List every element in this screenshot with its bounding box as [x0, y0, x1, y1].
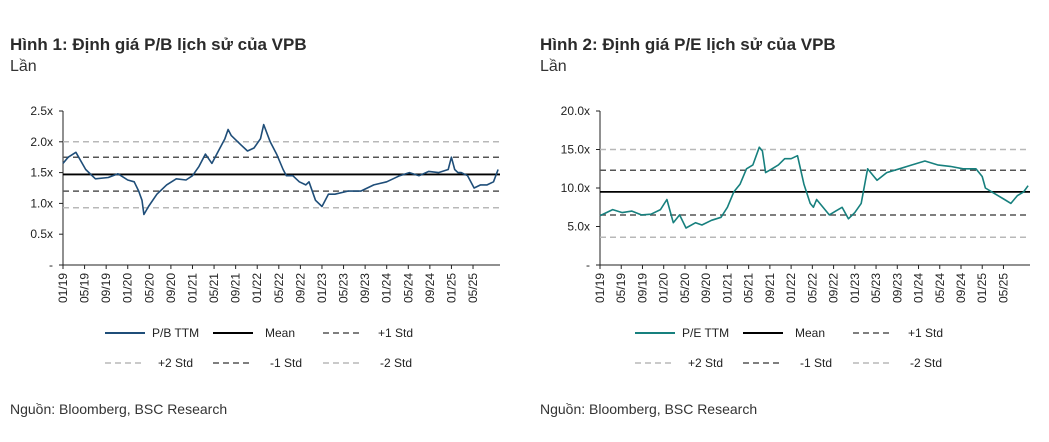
y-tick-label: 2.5x	[30, 104, 53, 118]
x-tick-label: 05/22	[805, 273, 819, 303]
y-tick-label: 0.5x	[30, 227, 53, 241]
x-tick-label: 05/25	[466, 273, 480, 303]
chart-source: Nguồn: Bloomberg, BSC Research	[540, 401, 758, 417]
x-tick-label: 09/19	[99, 273, 113, 303]
y-tick-label: -	[586, 258, 590, 272]
y-tick-label: 2.0x	[30, 135, 53, 149]
x-tick-label: 01/20	[121, 273, 135, 303]
x-tick-label: 05/19	[78, 273, 92, 303]
legend-label: +2 Std	[688, 356, 723, 370]
x-tick-label: 01/19	[593, 273, 607, 303]
chart-subtitle: Lần	[10, 58, 37, 75]
x-tick-label: 01/20	[657, 273, 671, 303]
x-tick-label: 09/20	[699, 273, 713, 303]
pb-chart-panel: Hình 1: Định giá P/B lịch sử của VPB Lần…	[0, 0, 520, 442]
legend-label: -1 Std	[800, 356, 832, 370]
x-tick-label: 01/25	[975, 273, 989, 303]
x-tick-label: 05/19	[614, 273, 628, 303]
x-tick-label: 09/24	[954, 273, 968, 303]
x-tick-label: 05/23	[337, 273, 351, 303]
x-tick-label: 09/21	[229, 273, 243, 303]
y-tick-label: 15.0x	[561, 143, 590, 157]
x-tick-label: 05/22	[272, 273, 286, 303]
legend-label: Mean	[795, 326, 825, 340]
x-tick-label: 09/24	[423, 273, 437, 303]
chart-title: Hình 1: Định giá P/B lịch sử của VPB	[10, 35, 307, 54]
x-tick-label: 01/25	[444, 273, 458, 303]
y-tick-label: 20.0x	[561, 104, 590, 118]
y-tick-label: -	[49, 258, 53, 272]
y-tick-label: 5.0x	[567, 220, 590, 234]
x-tick-label: 01/21	[720, 273, 734, 303]
pe-chart-panel: Hình 2: Định giá P/E lịch sử của VPB Lần…	[530, 0, 1049, 442]
x-tick-label: 09/23	[890, 273, 904, 303]
legend-label: P/E TTM	[682, 326, 729, 340]
x-tick-label: 05/25	[996, 273, 1010, 303]
x-tick-label: 09/21	[763, 273, 777, 303]
series-line-main	[599, 146, 1029, 229]
legend-label: +1 Std	[908, 326, 943, 340]
legend-label: Mean	[265, 326, 295, 340]
x-tick-label: 05/23	[869, 273, 883, 303]
x-tick-label: 09/20	[164, 273, 178, 303]
y-tick-label: 1.0x	[30, 196, 53, 210]
x-tick-label: 09/22	[293, 273, 307, 303]
pb-chart-svg: - 0.5x 1.0x 1.5x 2.0x 2.5x 01/19 05/19 09/19 01/2…	[30, 104, 500, 370]
x-tick-label: 05/21	[742, 273, 756, 303]
x-tick-label: 01/22	[250, 273, 264, 303]
series-line-main	[62, 123, 499, 216]
legend-label: +2 Std	[158, 356, 193, 370]
x-tick-label: 09/23	[358, 273, 372, 303]
chart-title: Hình 2: Định giá P/E lịch sử của VPB	[540, 35, 836, 54]
legend-label: -1 Std	[270, 356, 302, 370]
x-tick-label: 09/19	[635, 273, 649, 303]
y-tick-label: 10.0x	[561, 181, 590, 195]
x-tick-label: 09/22	[827, 273, 841, 303]
x-tick-label: 01/23	[848, 273, 862, 303]
x-tick-label: 05/21	[207, 273, 221, 303]
pe-chart-svg: - 5.0x 10.0x 15.0x 20.0x 01/19 05/19 09/19 01/20…	[561, 104, 1030, 370]
y-tick-label: 1.5x	[30, 166, 53, 180]
x-tick-label: 05/20	[142, 273, 156, 303]
x-tick-label: 01/22	[784, 273, 798, 303]
x-tick-label: 01/21	[185, 273, 199, 303]
legend-label: -2 Std	[380, 356, 412, 370]
legend-label: -2 Std	[910, 356, 942, 370]
legend-label: P/B TTM	[152, 326, 199, 340]
x-tick-label: 01/24	[912, 273, 926, 303]
x-tick-label: 01/23	[315, 273, 329, 303]
chart-subtitle: Lần	[540, 58, 567, 75]
x-tick-label: 05/24	[401, 273, 415, 303]
x-tick-label: 01/19	[56, 273, 70, 303]
x-tick-label: 01/24	[380, 273, 394, 303]
legend-label: +1 Std	[378, 326, 413, 340]
x-tick-label: 05/20	[678, 273, 692, 303]
x-tick-label: 05/24	[933, 273, 947, 303]
chart-source: Nguồn: Bloomberg, BSC Research	[10, 401, 228, 417]
